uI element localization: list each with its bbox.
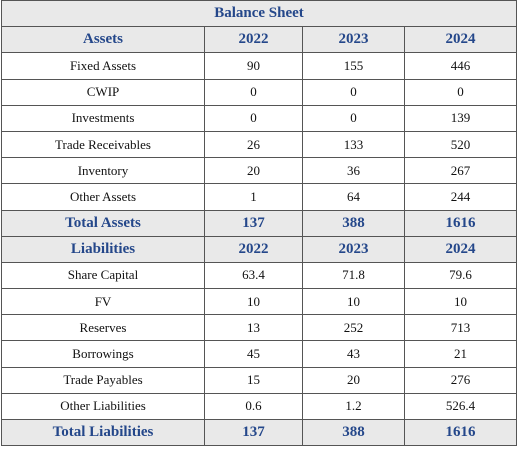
cell: 20: [204, 157, 303, 185]
table-title: Balance Sheet: [0, 0, 517, 28]
cell: 0: [403, 78, 517, 106]
cell: 0.6: [204, 392, 303, 421]
cell: 0: [302, 78, 405, 106]
cell: 2022: [204, 26, 303, 54]
title-row: Balance Sheet: [0, 0, 517, 28]
balance-sheet-table: Balance Sheet Assets 2022 2023 2024 Fixed As…: [0, 0, 517, 447]
cell: 1616: [403, 418, 517, 447]
cell: 64: [302, 183, 405, 211]
cell: 139: [403, 104, 517, 132]
cell: 71.8: [302, 261, 405, 290]
cell: 10: [302, 288, 405, 316]
cell: 0: [204, 104, 303, 132]
data-row: Borrowings 45 43 21: [1, 340, 517, 368]
data-row: Investments 0 0 139: [1, 104, 517, 132]
cell: 26: [204, 130, 303, 159]
cell: 0: [204, 78, 303, 106]
row-label: Other Liabilities: [1, 392, 205, 421]
data-row: Trade Receivables 26 133 520: [1, 130, 517, 159]
row-label: Investments: [1, 104, 205, 132]
cell: 133: [302, 130, 405, 159]
cell: 45: [204, 340, 303, 368]
cell: 1: [204, 183, 303, 211]
row-label: Total Liabilities: [1, 418, 205, 447]
row-label: Trade Receivables: [1, 130, 205, 159]
cell: 388: [302, 209, 405, 237]
cell: 2024: [403, 235, 517, 263]
data-row: CWIP 0 0 0: [1, 78, 517, 106]
cell: 267: [403, 157, 517, 185]
cell: 10: [204, 288, 303, 316]
cell: 63.4: [204, 261, 303, 290]
row-label: Assets: [1, 26, 205, 54]
header-row: Liabilities 2022 2023 2024: [1, 235, 517, 263]
cell: 137: [204, 418, 303, 447]
data-row: Trade Payables 15 20 276: [1, 366, 517, 394]
cell: 244: [403, 183, 517, 211]
cell: 446: [403, 52, 517, 80]
row-label: Share Capital: [1, 261, 205, 290]
cell: 2022: [204, 235, 303, 263]
header-row: Assets 2022 2023 2024: [1, 26, 517, 54]
data-row: Share Capital 63.4 71.8 79.6: [1, 261, 517, 290]
data-row: FV 10 10 10: [1, 288, 517, 316]
cell: 2023: [302, 235, 405, 263]
cell: 520: [403, 130, 517, 159]
cell: 2024: [403, 26, 517, 54]
data-row: Reserves 13 252 713: [1, 314, 517, 342]
cell: 10: [403, 288, 517, 316]
row-label: CWIP: [1, 78, 205, 106]
cell: 13: [204, 314, 303, 342]
cell: 1.2: [302, 392, 405, 421]
total-row: Total Assets 137 388 1616: [1, 209, 517, 237]
cell: 0: [302, 104, 405, 132]
data-row: Other Liabilities 0.6 1.2 526.4: [1, 392, 517, 421]
row-label: Fixed Assets: [1, 52, 205, 80]
cell: 36: [302, 157, 405, 185]
cell: 526.4: [403, 392, 517, 421]
cell: 15: [204, 366, 303, 394]
cell: 137: [204, 209, 303, 237]
cell: 155: [302, 52, 405, 80]
cell: 388: [302, 418, 405, 447]
cell: 713: [403, 314, 517, 342]
data-row: Other Assets 1 64 244: [1, 183, 517, 211]
cell: 276: [403, 366, 517, 394]
row-label: Trade Payables: [1, 366, 205, 394]
cell: 1616: [403, 209, 517, 237]
data-row: Inventory 20 36 267: [1, 157, 517, 185]
cell: 20: [302, 366, 405, 394]
cell: 79.6: [403, 261, 517, 290]
row-label: Other Assets: [1, 183, 205, 211]
row-label: Inventory: [1, 157, 205, 185]
row-label: Liabilities: [1, 235, 205, 263]
data-row: Fixed Assets 90 155 446: [1, 52, 517, 80]
cell: 90: [204, 52, 303, 80]
row-label: Reserves: [1, 314, 205, 342]
cell: 2023: [302, 26, 405, 54]
total-row: Total Liabilities 137 388 1616: [1, 418, 517, 447]
row-label: FV: [1, 288, 205, 316]
cell: 21: [403, 340, 517, 368]
cell: 43: [302, 340, 405, 368]
row-label: Borrowings: [1, 340, 205, 368]
cell: 252: [302, 314, 405, 342]
row-label: Total Assets: [1, 209, 205, 237]
